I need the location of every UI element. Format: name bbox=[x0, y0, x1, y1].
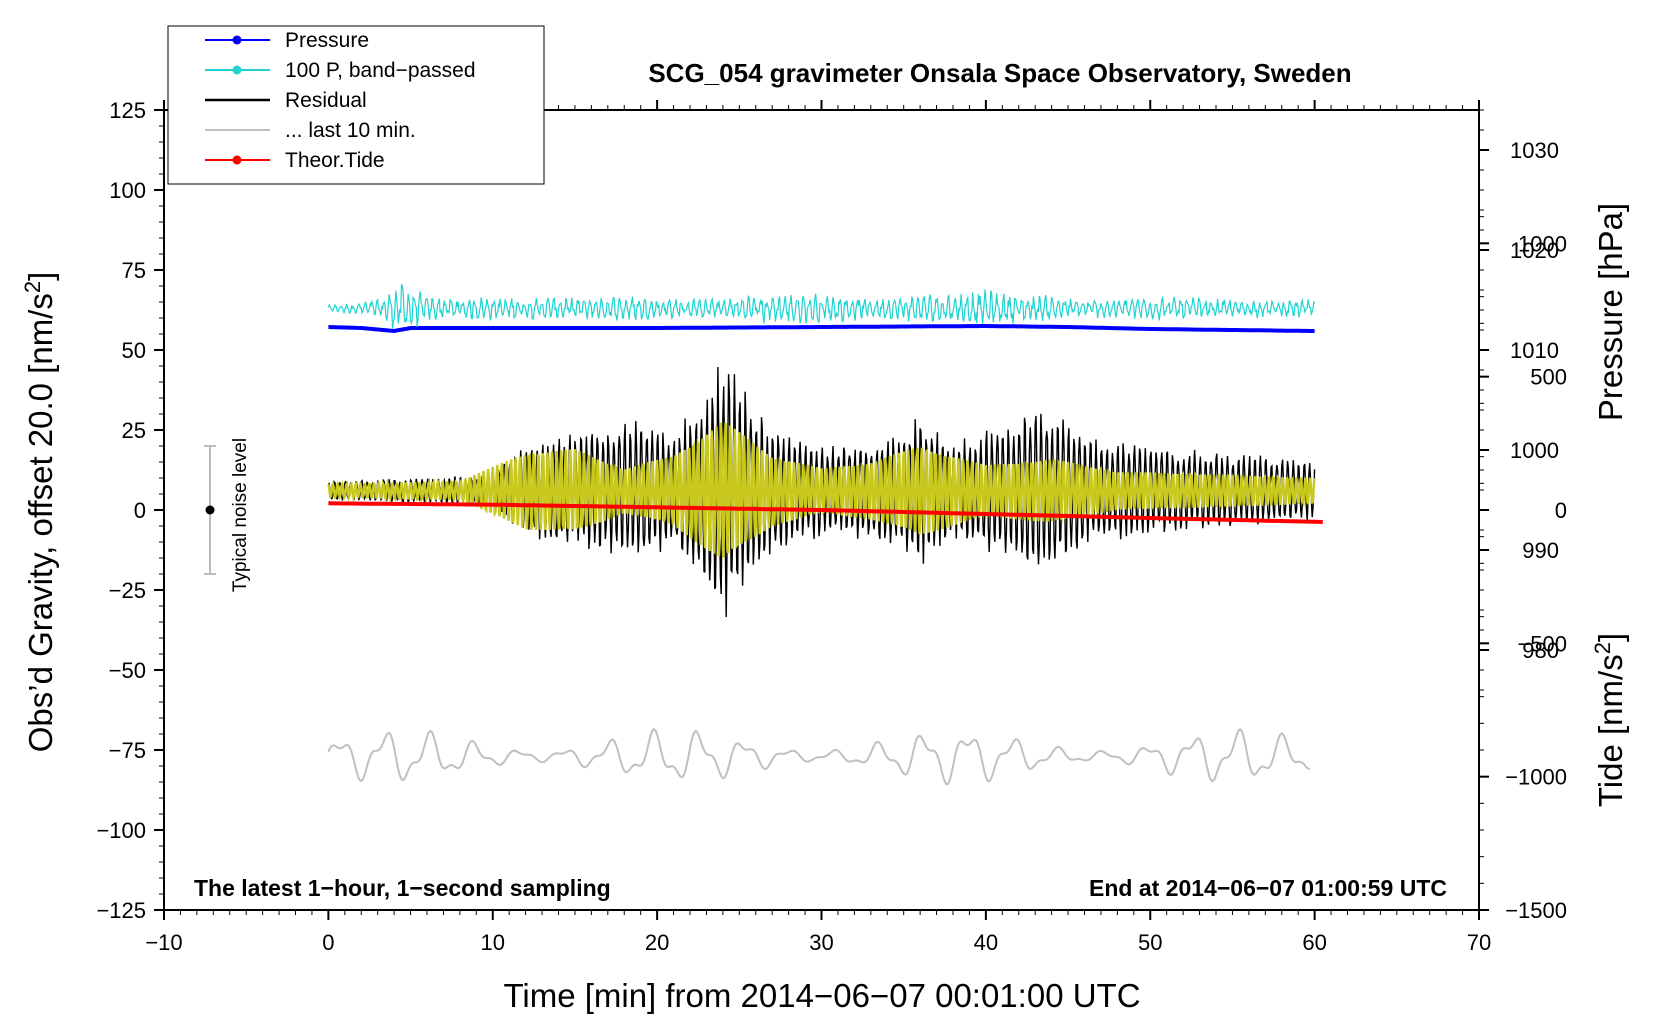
legend-marker bbox=[232, 65, 242, 75]
y-tick-label-left: 125 bbox=[109, 98, 146, 123]
y-tick-label-left: 75 bbox=[122, 258, 146, 283]
y-axis-label-left: Obs’d Gravity, offset 20.0 [nm/s2] bbox=[20, 272, 59, 753]
y-tick-label-pressure: 980 bbox=[1522, 638, 1559, 663]
legend-marker bbox=[232, 35, 242, 45]
legend-label: Theor.Tide bbox=[285, 149, 385, 172]
y-tick-label-left: −25 bbox=[109, 578, 146, 603]
y-tick-label-tide: −500 bbox=[1517, 631, 1567, 656]
series-theoretical-tide bbox=[328, 501, 1323, 524]
legend: Pressure 100 P, band−passed Residual ... la… bbox=[167, 25, 545, 185]
y-tick-label-tide: 0 bbox=[1555, 498, 1567, 523]
y-tick-label-left: 25 bbox=[122, 418, 146, 443]
legend-box bbox=[167, 25, 545, 185]
y-tick-label-tide: −1500 bbox=[1505, 898, 1567, 923]
series-group bbox=[327, 283, 1323, 786]
y-tick-label-left: 0 bbox=[134, 498, 146, 523]
y-tick-label-pressure: 990 bbox=[1522, 538, 1559, 563]
y-tick-label-pressure: 1030 bbox=[1510, 138, 1559, 163]
y-tick-label-left: −50 bbox=[109, 658, 146, 683]
y-tick-label-pressure: 1020 bbox=[1510, 238, 1559, 263]
y-axis-label-pressure: Pressure [hPa] bbox=[1592, 203, 1629, 421]
y-tick-label-left: −100 bbox=[96, 818, 146, 843]
x-tick-label: 50 bbox=[1138, 930, 1162, 955]
noise-level-label: Typical noise level bbox=[230, 438, 251, 592]
series-yellow bbox=[327, 422, 1316, 558]
annotation-end-time: End at 2014−06−07 01:00:59 UTC bbox=[1089, 875, 1447, 901]
noise-level-bar bbox=[204, 445, 217, 575]
x-tick-label: −10 bbox=[145, 930, 182, 955]
x-axis-label: Time [min] from 2014−06−07 00:01:00 UTC bbox=[503, 977, 1140, 1014]
x-tick-label: 30 bbox=[809, 930, 833, 955]
x-tick-label: 0 bbox=[322, 930, 334, 955]
axis-ticks: −10 0 10 20 30 40 50 60 701251007550250−25−50−75… bbox=[96, 98, 1567, 955]
legend-marker bbox=[232, 155, 242, 165]
y-tick-label-tide: 1000 bbox=[1518, 231, 1567, 256]
y-tick-label-pressure: 1000 bbox=[1510, 438, 1559, 463]
y-tick-label-left: 100 bbox=[109, 178, 146, 203]
legend-label: 100 P, band−passed bbox=[285, 59, 476, 82]
legend-label: Pressure bbox=[285, 29, 369, 52]
x-tick-label: 60 bbox=[1302, 930, 1326, 955]
y-tick-label-pressure: 1010 bbox=[1510, 338, 1559, 363]
legend-label: Residual bbox=[285, 89, 367, 112]
series-last-10-min bbox=[327, 727, 1310, 786]
x-tick-label: 20 bbox=[645, 930, 669, 955]
x-tick-label: 10 bbox=[481, 930, 505, 955]
chart-title: SCG_054 gravimeter Onsala Space Observat… bbox=[648, 58, 1351, 88]
x-tick-label: 70 bbox=[1467, 930, 1491, 955]
series-bandpassed-pressure bbox=[327, 283, 1316, 329]
noise-bar-dot bbox=[205, 505, 215, 515]
y-axis-label-tide: Tide [nm/s2] bbox=[1590, 633, 1629, 807]
x-tick-label: 40 bbox=[974, 930, 998, 955]
annotation-sampling: The latest 1−hour, 1−second sampling bbox=[194, 875, 611, 901]
y-tick-label-left: −75 bbox=[109, 738, 146, 763]
y-tick-label-tide: −1000 bbox=[1505, 765, 1567, 790]
y-tick-label-left: 50 bbox=[122, 338, 146, 363]
legend-label: ... last 10 min. bbox=[285, 119, 416, 142]
y-tick-label-tide: 500 bbox=[1530, 365, 1567, 390]
y-tick-label-left: −125 bbox=[96, 898, 146, 923]
series-pressure bbox=[328, 324, 1315, 334]
